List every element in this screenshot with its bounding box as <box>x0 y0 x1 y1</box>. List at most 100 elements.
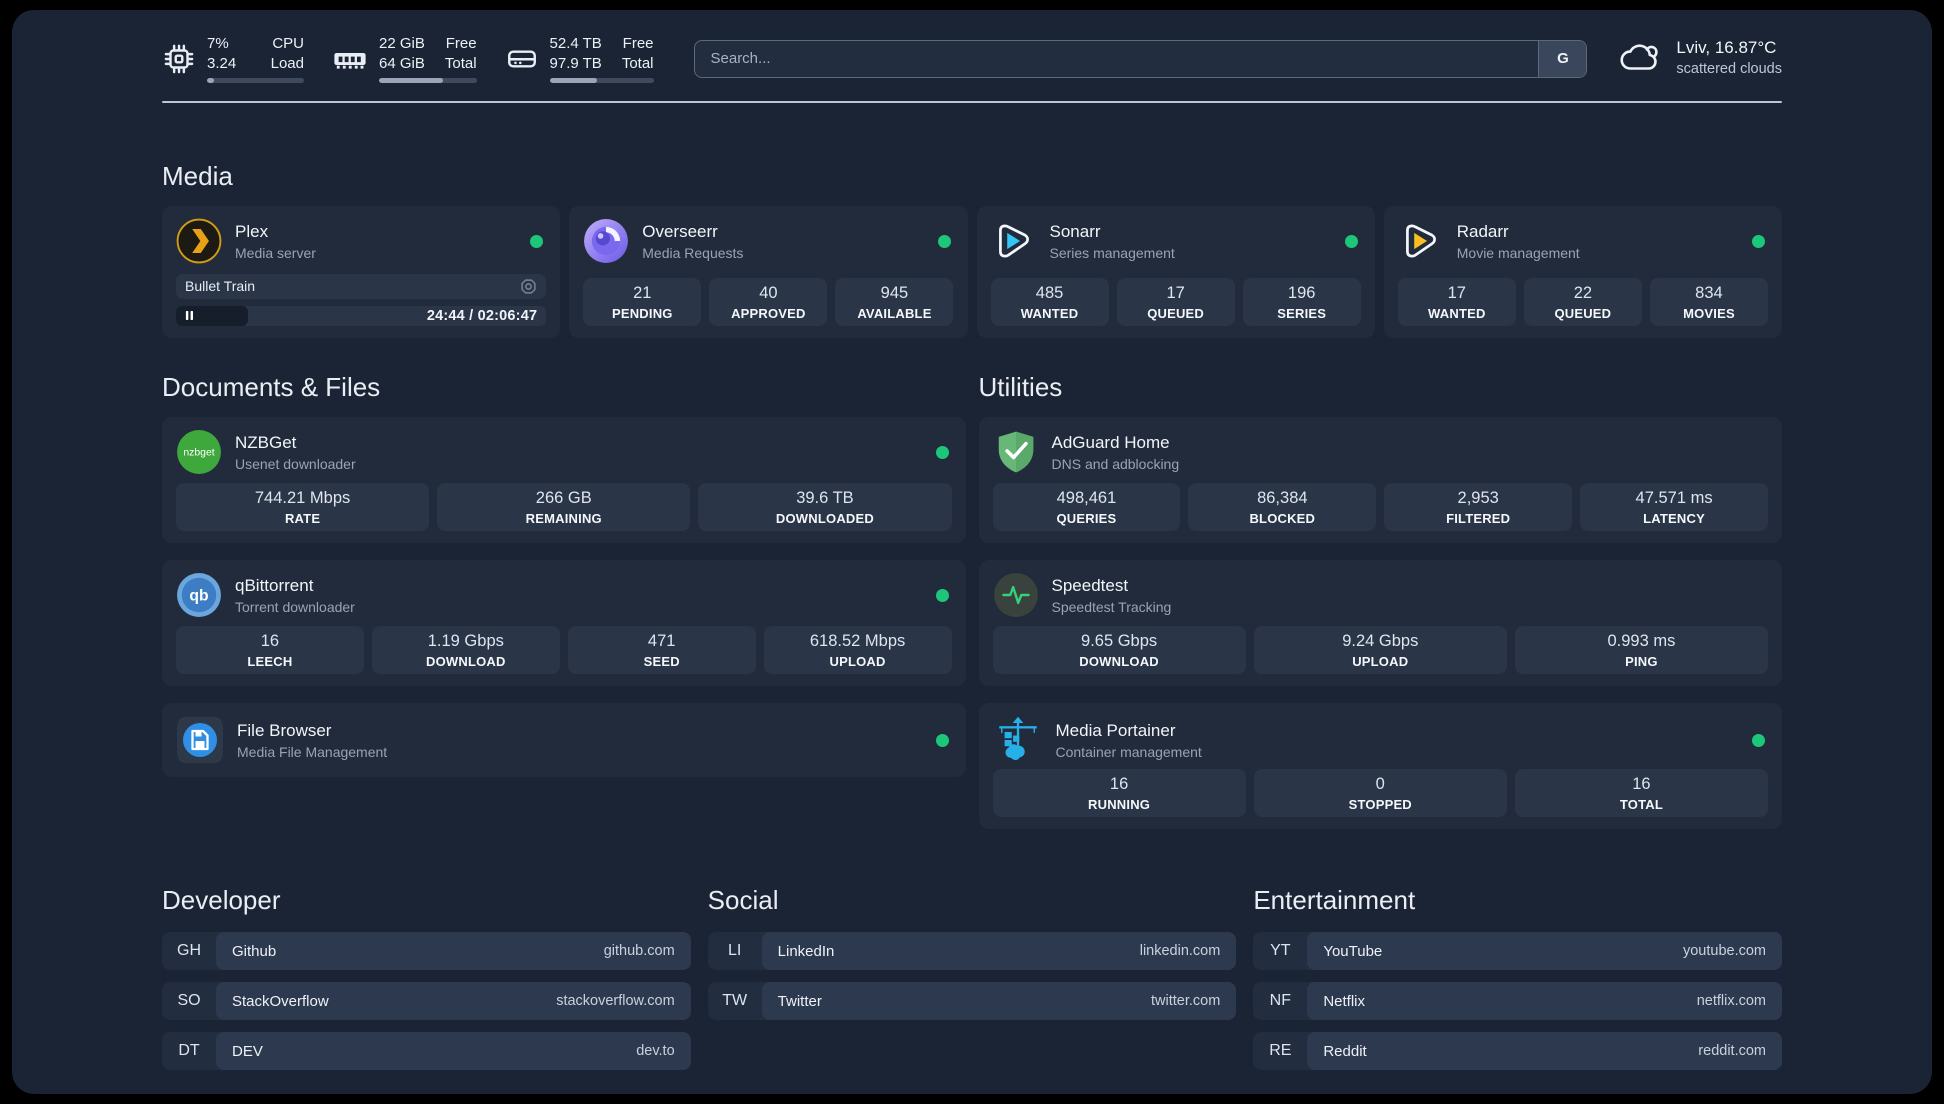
bookmark-abbr: YT <box>1270 942 1291 959</box>
disk-progress-bar <box>549 78 654 83</box>
status-online-dot <box>935 588 949 602</box>
weather-condition: scattered clouds <box>1676 61 1782 78</box>
service-description: Speedtest Tracking <box>1051 598 1172 615</box>
stat-queued: 22 QUEUED <box>1523 278 1642 326</box>
cpu-usage-value: 7% <box>207 35 229 52</box>
stat-series: 196 SERIES <box>1242 278 1361 326</box>
service-name: Speedtest <box>1051 575 1129 595</box>
bookmark-youtube[interactable]: YT YouTube youtube.com <box>1253 932 1782 970</box>
stat-downloaded: 39.6 TB DOWNLOADED <box>698 483 952 531</box>
disk-free-label: Free <box>622 35 654 52</box>
service-name: Sonarr <box>1049 221 1101 241</box>
stat-filtered: 2,953 FILTERED <box>1384 483 1573 531</box>
svg-text:qb: qb <box>189 588 208 605</box>
stat-approved: 40 APPROVED <box>709 278 828 326</box>
disk-free-value: 52.4 TB <box>549 35 602 52</box>
stat-available: 945 AVAILABLE <box>835 278 954 326</box>
memory-free-label: Free <box>445 35 477 52</box>
memory-widget: 22 GiB Free 64 GiB Total <box>332 34 477 83</box>
section-title-documents: Documents & Files <box>162 372 381 402</box>
bookmark-dev[interactable]: DT DEV dev.to <box>162 1032 691 1070</box>
sonarr-icon <box>991 218 1037 264</box>
service-name: Media Portainer <box>1055 720 1176 740</box>
radarr-icon <box>1398 218 1444 264</box>
stat-upload: 9.24 Gbps UPLOAD <box>1253 626 1507 674</box>
disk-icon <box>505 42 539 76</box>
bookmark-abbr: GH <box>177 942 201 959</box>
bookmark-reddit[interactable]: RE Reddit reddit.com <box>1253 1032 1782 1070</box>
stat-wanted: 485 WANTED <box>990 278 1109 326</box>
service-card-nzbget[interactable]: nzbget NZBGet Usenet downloader 744.21 M… <box>162 417 966 543</box>
bookmark-abbr: LI <box>727 942 742 959</box>
cpu-load-value: 3.24 <box>207 54 237 72</box>
service-card-qbittorrent[interactable]: qb qBittorrent Torrent downloader 16 LEEC… <box>162 560 966 686</box>
stat-wanted: 17 WANTED <box>1397 278 1516 326</box>
stat-download: 9.65 Gbps DOWNLOAD <box>992 626 1246 674</box>
top-bar: 7% CPU 3.24 Load 22 GiB Free 64 GiB Tota… <box>162 10 1782 83</box>
service-name: Plex <box>235 221 269 241</box>
memory-icon <box>332 42 368 76</box>
status-online-dot <box>1752 234 1765 248</box>
plex-progress-bar[interactable]: 24:44 / 02:06:47 <box>176 305 547 326</box>
service-card-plex[interactable]: Plex Media server Bullet Train <box>162 206 561 338</box>
speedtest-icon <box>993 572 1039 618</box>
plex-playback-time: 24:44 / 02:06:47 <box>426 307 538 324</box>
dashboard-page: 7% CPU 3.24 Load 22 GiB Free 64 GiB Tota… <box>12 10 1932 1094</box>
service-name: Overseerr <box>642 221 718 241</box>
stat-rate: 744.21 Mbps RATE <box>176 483 430 531</box>
qbittorrent-icon: qb <box>176 572 222 618</box>
service-description: Media server <box>235 244 316 261</box>
stat-upload: 618.52 Mbps UPLOAD <box>763 626 952 674</box>
service-description: DNS and adblocking <box>1051 455 1180 472</box>
bookmark-abbr: NF <box>1269 992 1291 1009</box>
plex-progress-fill <box>176 305 249 326</box>
stat-blocked: 86,384 BLOCKED <box>1188 483 1377 531</box>
gear-icon[interactable] <box>520 278 537 295</box>
service-description: Media Requests <box>642 244 744 261</box>
bookmark-netflix[interactable]: NF Netflix netflix.com <box>1253 982 1782 1020</box>
bookmark-linkedin[interactable]: LI LinkedIn linkedin.com <box>707 932 1237 970</box>
service-card-sonarr[interactable]: Sonarr Series management 485 WANTED 17 QUE… <box>976 206 1375 338</box>
filebrowser-icon <box>176 716 224 764</box>
cpu-icon <box>162 42 196 76</box>
section-social: Social LI LinkedIn linkedin.com TW Twitte… <box>707 885 1237 1070</box>
search-input[interactable] <box>694 40 1539 77</box>
bookmark-abbr: SO <box>177 992 201 1009</box>
service-card-adguard[interactable]: AdGuard Home DNS and adblocking 498,461 Q… <box>978 417 1782 543</box>
bookmark-abbr: TW <box>722 992 748 1009</box>
status-online-dot <box>1752 733 1765 747</box>
service-card-overseerr[interactable]: Overseerr Media Requests 21 PENDING 40 APP… <box>569 206 968 338</box>
bookmark-github[interactable]: GH Github github.com <box>162 932 691 970</box>
service-card-radarr[interactable]: Radarr Movie management 17 WANTED 22 QUEUE… <box>1383 206 1782 338</box>
service-description: Usenet downloader <box>235 455 356 472</box>
cpu-progress-bar <box>207 78 304 83</box>
section-developer: Developer GH Github github.com SO StackOv… <box>162 885 691 1070</box>
service-name: File Browser <box>237 720 332 740</box>
stat-stopped: 0 STOPPED <box>1253 769 1507 817</box>
section-title-media: Media <box>162 161 233 191</box>
service-description: Torrent downloader <box>235 598 355 615</box>
service-card-filebrowser[interactable]: File Browser Media File Management <box>162 703 966 777</box>
service-card-speedtest[interactable]: Speedtest Speedtest Tracking 9.65 Gbps DO… <box>978 560 1782 686</box>
service-card-portainer[interactable]: Media Portainer Container management 16 R… <box>978 703 1782 829</box>
stat-queued: 17 QUEUED <box>1116 278 1235 326</box>
bookmark-twitter[interactable]: TW Twitter twitter.com <box>707 982 1237 1020</box>
service-name: NZBGet <box>235 432 297 452</box>
service-description: Container management <box>1055 743 1202 760</box>
section-media: Media Plex Media server <box>162 161 1782 338</box>
service-description: Movie management <box>1456 244 1580 261</box>
pause-icon[interactable] <box>185 310 194 321</box>
cpu-label: CPU <box>272 35 304 52</box>
status-online-dot <box>935 733 949 747</box>
stat-download: 1.19 Gbps DOWNLOAD <box>371 626 560 674</box>
service-name: AdGuard Home <box>1051 432 1170 452</box>
stat-latency: 47.571 ms LATENCY <box>1580 483 1768 531</box>
cloud-icon <box>1617 40 1663 78</box>
adguard-icon <box>993 429 1039 475</box>
memory-total-label: Total <box>444 54 477 72</box>
search-provider-button[interactable]: G <box>1538 40 1587 77</box>
stat-running: 16 RUNNING <box>992 769 1246 817</box>
service-name: qBittorrent <box>235 575 314 595</box>
section-title-developer: Developer <box>162 885 281 915</box>
bookmark-stackoverflow[interactable]: SO StackOverflow stackoverflow.com <box>162 982 691 1020</box>
